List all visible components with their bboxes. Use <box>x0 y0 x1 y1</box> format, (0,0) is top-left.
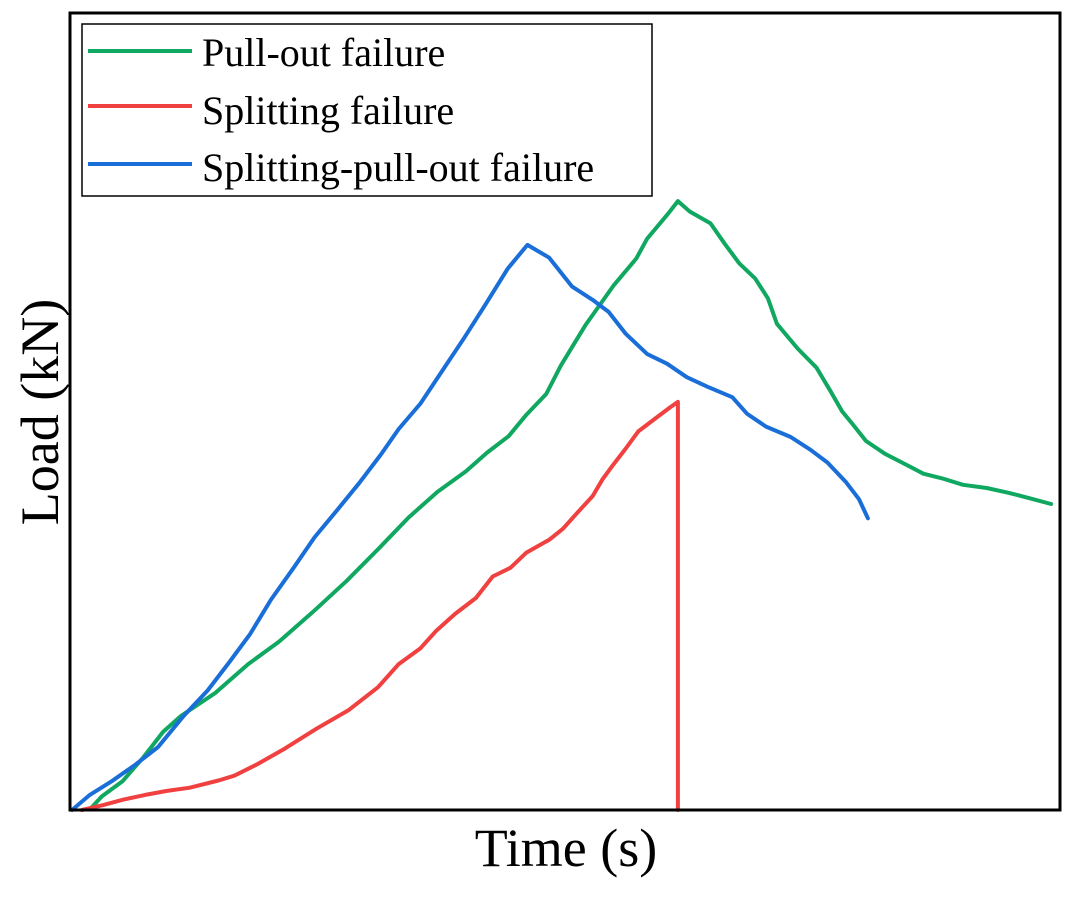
legend-label-pull-out: Pull-out failure <box>202 30 445 75</box>
legend-box <box>81 23 653 197</box>
series-line-splitting-failure <box>79 399 680 812</box>
legend: Pull-out failure Splitting failure Split… <box>81 23 653 197</box>
x-axis-label: Time (s) <box>475 818 658 878</box>
plot-frame <box>68 11 1062 812</box>
series-line-pull-out-failure <box>88 199 1054 811</box>
legend-label-splitting: Splitting failure <box>202 88 454 133</box>
legend-label-splitting-pull-out: Splitting-pull-out failure <box>202 145 594 190</box>
series-line-splitting-pull-out-failure <box>70 242 870 812</box>
series-layer <box>70 199 1054 812</box>
y-axis-label: Load (kN) <box>10 299 70 525</box>
